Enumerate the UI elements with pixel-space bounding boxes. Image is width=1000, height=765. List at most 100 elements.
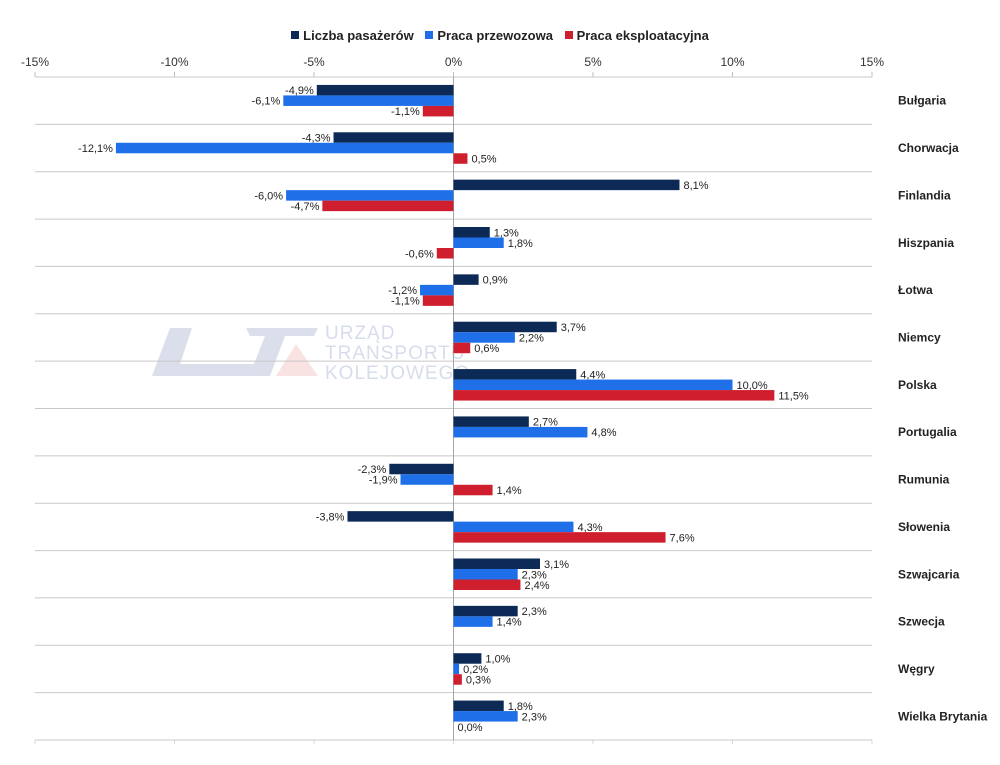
data-label: -0,6% [405,248,434,260]
data-label: -6,0% [254,190,283,202]
category-label: Bułgaria [898,94,946,108]
data-label: -4,9% [285,85,314,97]
data-label: 2,4% [524,580,549,592]
data-label: 1,8% [508,238,533,250]
bar [420,284,454,296]
data-label: 1,0% [485,653,510,665]
data-label: -4,7% [291,201,320,213]
data-label: 4,3% [577,522,602,534]
legend-swatch [425,31,434,39]
category-label: Niemcy [898,330,941,344]
x-tick-label: -15% [21,55,49,69]
data-label: 8,1% [683,180,708,192]
data-label: 1,4% [497,485,522,497]
bar [453,237,504,248]
bar [422,105,454,117]
legend: Liczba pasażerów Praca przewozowa Praca … [0,28,1000,43]
category-label: Węgry [898,662,935,676]
category-label: Łotwa [898,283,933,297]
data-label: 3,1% [544,559,569,571]
x-tick-label: 15% [860,55,884,69]
bar [453,484,493,496]
legend-swatch [291,31,300,39]
category-label: Wielka Brytania [898,709,988,723]
bar [453,179,680,191]
bar [400,474,454,485]
category-label: Finlandia [898,188,951,202]
data-label: 7,6% [670,532,695,544]
watermark-line: TRANSPORTU [325,343,466,364]
data-label: -4,3% [302,133,331,145]
bar [347,511,454,522]
data-label: -3,8% [316,511,345,523]
bar [453,700,504,712]
category-label: Szwajcaria [898,567,960,581]
bar [453,663,460,675]
legend-swatch [564,31,573,39]
category-label: Szwecja [898,615,945,629]
data-label: 2,3% [522,711,547,723]
bar [115,142,454,154]
legend-label: Liczba pasażerów [303,28,414,43]
data-label: 0,0% [458,722,483,734]
data-label: 3,7% [561,322,586,334]
data-label: 0,2% [463,664,488,676]
category-label: Chorwacja [898,141,959,155]
bar [453,674,462,685]
bar [453,379,733,391]
data-label: 2,3% [522,606,547,618]
bar [453,569,518,580]
bar [453,153,468,164]
bar [453,579,521,590]
bar [453,227,490,238]
x-tick-label: 0% [445,55,463,69]
bar [286,190,454,201]
data-label: 2,7% [533,417,558,429]
bar [453,426,588,438]
x-tick-label: 10% [720,55,744,69]
category-label: Hiszpania [898,236,954,250]
category-label: Rumunia [898,473,950,487]
bar [453,558,540,569]
data-label: -1,2% [388,285,417,297]
data-label: 2,2% [519,332,544,344]
legend-item-operational-work: Praca eksploatacyjna [564,28,709,43]
bar [453,332,515,343]
bar [453,532,666,543]
x-tick-label: -10% [160,55,188,69]
legend-label: Praca eksploatacyjna [576,28,709,43]
bar [389,463,454,475]
data-label: 0,5% [471,154,496,166]
bar [283,95,454,106]
data-label: 0,3% [466,674,491,686]
bar [453,390,775,401]
data-label: 4,4% [580,369,605,381]
category-label: Polska [898,378,937,392]
bar [422,295,454,306]
bar [453,274,479,285]
bar [453,342,471,354]
legend-item-passengers: Liczba pasażerów [291,28,414,43]
data-label: -1,9% [369,475,398,487]
watermark-logo: URZĄD TRANSPORTU KOLEJOWEGO [150,322,469,387]
watermark-text: URZĄD TRANSPORTU KOLEJOWEGO [325,323,469,384]
data-label: 1,4% [497,617,522,629]
data-label: 0,9% [483,275,508,287]
x-tick-label: 5% [584,55,602,69]
data-label: 0,6% [474,343,499,355]
data-label: 1,3% [494,227,519,239]
bar [453,369,577,380]
utk-logo-icon [152,328,318,376]
data-label: 1,8% [508,701,533,713]
bar [333,132,454,143]
legend-item-transport-work: Praca przewozowa [425,28,553,43]
data-label: -1,1% [391,296,420,308]
bar [453,605,518,617]
bar [322,200,454,212]
bar [453,711,518,722]
bar [453,653,482,664]
watermark-line: URZĄD [325,323,396,344]
bar [453,416,529,427]
bar [453,616,493,627]
